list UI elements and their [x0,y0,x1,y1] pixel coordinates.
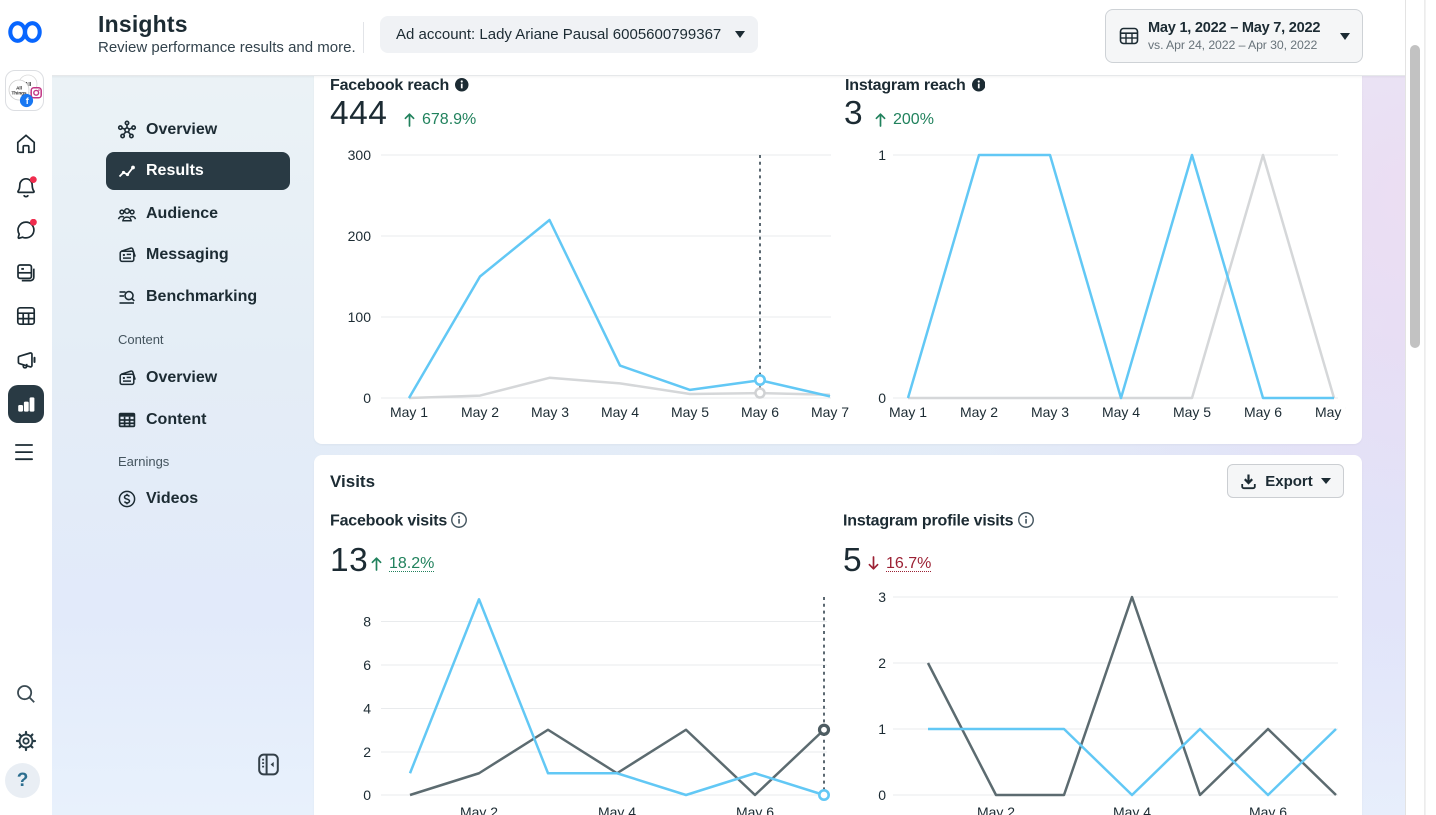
svg-text:6: 6 [363,657,371,673]
svg-text:0: 0 [363,787,371,803]
svg-text:May 4: May 4 [598,804,636,815]
svg-text:May 3: May 3 [531,404,569,420]
svg-text:May 7: May 7 [1315,404,1346,420]
svg-text:May 4: May 4 [1113,804,1151,815]
svg-text:May 4: May 4 [601,404,639,420]
svg-text:May 6: May 6 [736,804,774,815]
svg-text:f: f [26,96,30,106]
svg-text:2: 2 [363,744,371,760]
svg-text:May 6: May 6 [741,404,779,420]
svg-text:1: 1 [878,147,886,163]
svg-text:May 4: May 4 [1102,404,1140,420]
svg-text:May 5: May 5 [671,404,709,420]
svg-text:2: 2 [878,655,886,671]
svg-text:May 1: May 1 [889,404,927,420]
svg-text:8: 8 [363,614,371,630]
svg-text:All: All [25,82,32,88]
svg-text:100: 100 [348,309,372,325]
svg-text:May 2: May 2 [461,404,499,420]
svg-text:May 2: May 2 [977,804,1015,815]
svg-text:May 7: May 7 [811,404,849,420]
svg-text:May 2: May 2 [460,804,498,815]
svg-text:Things: Things [11,91,27,96]
svg-text:May 5: May 5 [1173,404,1211,420]
svg-text:1: 1 [878,721,886,737]
svg-text:0: 0 [878,787,886,803]
svg-text:May 2: May 2 [960,404,998,420]
svg-text:300: 300 [348,147,372,163]
svg-text:0: 0 [363,390,371,406]
svg-text:May 6: May 6 [1244,404,1282,420]
svg-text:May 1: May 1 [390,404,428,420]
svg-text:May 3: May 3 [1031,404,1069,420]
svg-text:May 6: May 6 [1249,804,1287,815]
svg-text:4: 4 [363,701,371,717]
svg-text:0: 0 [878,390,886,406]
svg-text:All: All [16,86,22,91]
svg-text:200: 200 [348,228,372,244]
svg-text:3: 3 [878,589,886,605]
